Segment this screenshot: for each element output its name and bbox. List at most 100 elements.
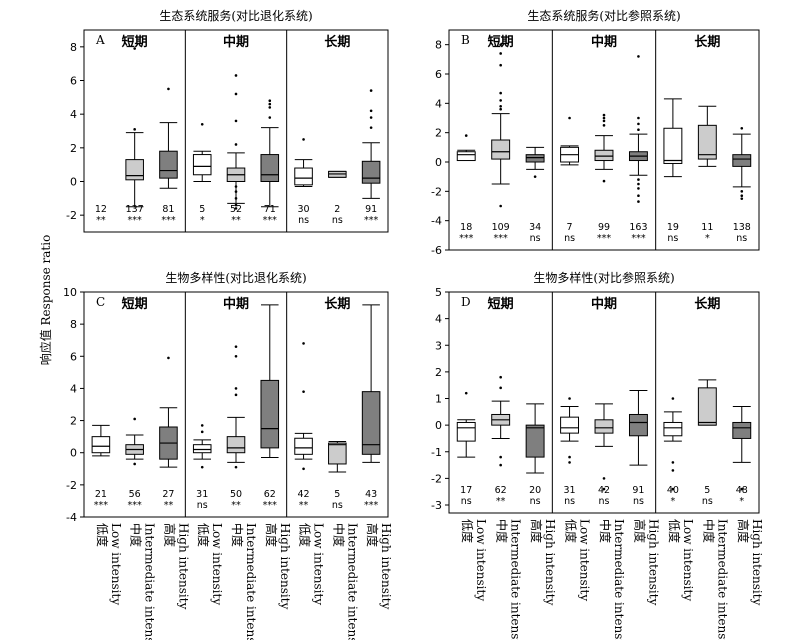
outlier-point: [602, 179, 606, 183]
x-tick-label-en: Low intensity: [210, 523, 224, 605]
box-8: 5ns: [328, 440, 347, 511]
plot-frame: [448, 291, 760, 514]
x-tick-label-en: Intermediate intensity: [143, 523, 157, 640]
y-tick-label: 2: [435, 127, 442, 140]
outlier-point: [602, 124, 606, 127]
x-tick-label-en: High intensity: [379, 523, 393, 610]
outlier-point: [637, 194, 640, 198]
box-8: 2ns: [328, 170, 347, 226]
iqr-box: [525, 154, 545, 163]
significance: ns: [332, 500, 343, 511]
significance: ***: [161, 215, 176, 226]
plot-frame: [83, 291, 389, 518]
outlier-point: [671, 469, 675, 472]
significance: ns: [197, 500, 208, 511]
significance: ***: [494, 233, 509, 244]
sample-size: 138: [733, 222, 751, 233]
box-8: 11*: [697, 105, 717, 244]
y-tick-label: -2: [66, 209, 77, 222]
period-label: 长期: [694, 296, 720, 312]
significance: ***: [263, 500, 278, 511]
x-tick-label-en: Low intensity: [474, 519, 488, 601]
outlier-point: [499, 52, 502, 55]
box-9: 43***: [361, 304, 381, 511]
box-4: 5*: [192, 122, 212, 226]
outlier-point: [637, 122, 640, 126]
sample-size: 21: [95, 489, 107, 500]
period-label: 中期: [591, 34, 617, 50]
box-3: 27**: [159, 356, 178, 511]
outlier-point: [234, 393, 238, 397]
outlier-point: [200, 424, 204, 427]
sample-size: 52: [230, 204, 242, 215]
panel-letter: B: [461, 33, 470, 47]
significance: ns: [332, 215, 343, 226]
outlier-point: [200, 122, 204, 126]
sample-size: 12: [95, 204, 107, 215]
box-2: 56***: [125, 417, 144, 511]
outlier-point: [499, 375, 502, 379]
x-tick-label-en: Low intensity: [109, 523, 123, 605]
y-tick-label: -1: [431, 446, 442, 459]
box-9: 48*: [732, 405, 752, 507]
box-7: 40*: [663, 397, 683, 507]
panel-letter: C: [96, 295, 105, 309]
x-tick-label-cn: 低度: [196, 523, 211, 547]
significance: ns: [461, 496, 472, 507]
x-tick-label-en: Low intensity: [312, 523, 326, 605]
x-tick-label-cn: 低度: [460, 519, 475, 543]
x-tick-label-cn: 高度: [162, 523, 177, 547]
outlier-point: [637, 182, 640, 186]
outlier-point: [234, 465, 238, 469]
sample-size: 11: [701, 222, 713, 233]
y-tick-label: 4: [435, 313, 442, 326]
outlier-point: [234, 74, 238, 77]
outlier-point: [637, 187, 640, 190]
iqr-box: [663, 127, 683, 164]
iqr-box: [628, 413, 648, 437]
sample-size: 42: [298, 489, 310, 500]
iqr-box: [294, 167, 313, 186]
outlier-point: [740, 190, 744, 193]
y-tick-label: 2: [70, 142, 77, 155]
box-2: 137***: [125, 47, 144, 226]
box-2: 62**: [491, 375, 511, 507]
outlier-point: [234, 387, 238, 390]
x-tick-label-en: High intensity: [543, 519, 557, 606]
sample-size: 42: [598, 485, 610, 496]
sample-size: 163: [629, 222, 647, 233]
significance: *: [739, 496, 744, 507]
outlier-point: [602, 477, 606, 480]
y-tick-label: -2: [66, 479, 77, 492]
outlier-point: [302, 467, 305, 471]
outlier-point: [740, 197, 744, 200]
box-8: 5ns: [697, 379, 717, 507]
box-6: 163***: [628, 55, 648, 244]
outlier-point: [234, 197, 238, 200]
box-1: 12**: [95, 204, 107, 226]
significance: *: [200, 215, 205, 226]
x-tick-label-en: Intermediate intensity: [612, 519, 626, 640]
y-tick-label: 4: [435, 97, 442, 110]
significance: ns: [599, 496, 610, 507]
y-tick-label: 0: [70, 176, 77, 189]
significance: ns: [564, 233, 575, 244]
box-5: 52**: [226, 74, 246, 226]
outlier-point: [234, 207, 238, 210]
sample-size: 137: [126, 204, 144, 215]
outlier-point: [499, 455, 502, 459]
iqr-box: [525, 424, 545, 458]
x-tick-label-en: Low intensity: [681, 519, 695, 601]
significance: *: [705, 233, 710, 244]
y-tick-label: 0: [70, 447, 77, 460]
outlier-point: [302, 390, 305, 393]
x-tick-label-cn: 中度: [129, 523, 144, 547]
sample-size: 71: [264, 204, 276, 215]
x-tick-label-cn: 高度: [632, 519, 647, 543]
outlier-point: [740, 126, 744, 130]
x-tick-label-en: High intensity: [750, 519, 764, 606]
box-9: 91***: [361, 89, 381, 226]
period-label: 短期: [488, 296, 514, 312]
iqr-box: [294, 437, 313, 455]
